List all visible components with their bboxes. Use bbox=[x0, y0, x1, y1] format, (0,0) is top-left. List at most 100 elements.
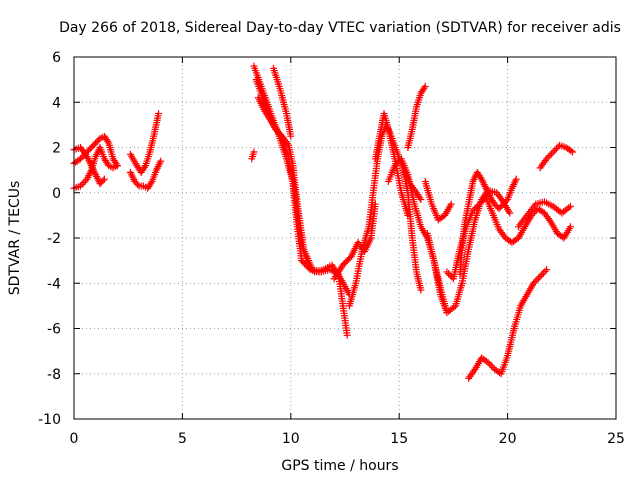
series-arc06 bbox=[248, 148, 258, 163]
data-point bbox=[551, 146, 559, 154]
x-tick-label: 20 bbox=[499, 431, 517, 447]
data-point bbox=[546, 151, 554, 159]
data-point bbox=[539, 269, 547, 277]
series-arc12 bbox=[345, 121, 425, 310]
data-point bbox=[421, 82, 429, 90]
data-point bbox=[417, 286, 425, 294]
series-arc05 bbox=[126, 157, 165, 192]
data-point bbox=[287, 132, 295, 140]
data-point bbox=[479, 197, 487, 205]
data-points bbox=[70, 62, 577, 382]
series-arc16 bbox=[404, 82, 429, 151]
data-point bbox=[315, 268, 323, 276]
series-arc10 bbox=[269, 64, 295, 140]
data-point bbox=[81, 177, 89, 185]
data-point bbox=[140, 163, 148, 171]
y-tick-label: -8 bbox=[47, 367, 61, 383]
data-point bbox=[475, 200, 483, 208]
chart-title: Day 266 of 2018, Sidereal Day-to-day VTE… bbox=[59, 20, 621, 36]
data-point bbox=[392, 160, 400, 168]
x-tick-label: 10 bbox=[282, 431, 300, 447]
data-point bbox=[531, 278, 539, 286]
data-point bbox=[99, 177, 107, 185]
data-point bbox=[443, 268, 451, 276]
data-point bbox=[445, 270, 453, 278]
data-point bbox=[305, 264, 313, 272]
y-tick-label: -10 bbox=[38, 412, 61, 428]
y-tick-label: 2 bbox=[52, 141, 61, 157]
data-point bbox=[104, 137, 112, 145]
data-point bbox=[566, 202, 574, 210]
data-point bbox=[474, 202, 482, 210]
series-arc21 bbox=[465, 266, 551, 382]
data-point bbox=[343, 331, 351, 339]
data-point bbox=[512, 175, 520, 183]
data-point bbox=[502, 197, 510, 205]
data-point bbox=[569, 148, 577, 156]
y-tick-label: -2 bbox=[47, 231, 61, 247]
data-point bbox=[554, 143, 562, 151]
x-tick-label: 25 bbox=[607, 431, 625, 447]
series-arc22 bbox=[514, 198, 574, 231]
data-point bbox=[80, 179, 88, 187]
data-point bbox=[536, 272, 544, 280]
data-point bbox=[552, 145, 560, 153]
data-point bbox=[530, 279, 538, 287]
y-tick-label: 4 bbox=[52, 95, 61, 111]
data-point bbox=[477, 198, 485, 206]
data-point bbox=[506, 209, 514, 217]
data-point bbox=[420, 84, 428, 92]
data-point bbox=[566, 223, 574, 231]
data-point bbox=[544, 153, 552, 161]
axis-ticks: 0 5 10 15 20 25 -10 -8 -6 -4 -2 0 2 4 6 bbox=[38, 50, 625, 447]
data-point bbox=[447, 200, 455, 208]
data-point bbox=[416, 194, 424, 202]
data-point bbox=[134, 180, 142, 188]
grid bbox=[74, 57, 616, 419]
data-point bbox=[155, 110, 163, 118]
series-arc23 bbox=[536, 141, 577, 172]
y-tick-label: 6 bbox=[52, 50, 61, 66]
data-point bbox=[371, 200, 379, 208]
data-point bbox=[567, 147, 575, 155]
data-point bbox=[113, 162, 121, 170]
data-point bbox=[95, 136, 103, 144]
data-point bbox=[472, 203, 480, 211]
data-point bbox=[534, 274, 542, 282]
data-point bbox=[250, 148, 258, 156]
x-tick-label: 0 bbox=[70, 431, 79, 447]
data-point bbox=[417, 196, 425, 204]
data-point bbox=[486, 360, 494, 368]
data-point bbox=[533, 276, 541, 284]
data-point bbox=[147, 179, 155, 187]
data-point bbox=[487, 362, 495, 370]
x-tick-label: 5 bbox=[178, 431, 187, 447]
data-point bbox=[548, 150, 556, 158]
series-arc09 bbox=[254, 94, 323, 276]
y-tick-label: -6 bbox=[47, 322, 61, 338]
series-arc15 bbox=[400, 166, 425, 294]
series-arc17 bbox=[421, 177, 455, 224]
data-point bbox=[477, 173, 484, 181]
y-tick-label: -4 bbox=[47, 276, 61, 292]
data-point bbox=[394, 158, 402, 166]
series-arc04 bbox=[126, 110, 163, 176]
data-point bbox=[77, 182, 85, 190]
y-axis-label: SDTVAR / TECUs bbox=[7, 181, 23, 296]
y-tick-label: 0 bbox=[52, 186, 61, 202]
x-axis-label: GPS time / hours bbox=[281, 458, 398, 474]
data-point bbox=[157, 157, 165, 165]
data-point bbox=[77, 155, 85, 163]
data-point bbox=[391, 162, 399, 170]
series-arc11 bbox=[330, 200, 379, 283]
data-point bbox=[100, 175, 108, 183]
x-tick-label: 15 bbox=[390, 431, 408, 447]
data-point bbox=[541, 267, 549, 275]
plot-frame bbox=[73, 56, 617, 420]
data-point bbox=[484, 358, 492, 366]
data-point bbox=[538, 271, 546, 279]
data-point bbox=[471, 205, 479, 213]
data-point bbox=[549, 148, 557, 156]
data-point bbox=[543, 266, 551, 274]
